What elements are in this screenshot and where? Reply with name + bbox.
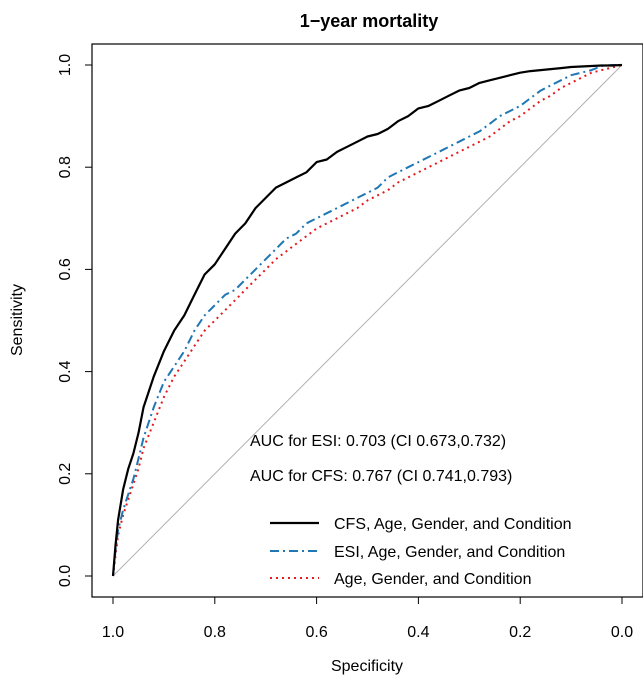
x-tick-label: 0.4 [407,624,429,641]
series-line-cfs [111,63,623,577]
chart-title: 1−year mortality [300,11,439,31]
y-tick-label: 0.4 [57,360,74,382]
y-tick-label: 0.0 [57,565,74,587]
x-axis: 1.0 0.8 0.6 0.4 0.2 0.0 [102,596,633,641]
y-axis-label: Sensitivity [9,284,26,356]
series-line-esi [112,64,622,577]
y-tick-label: 0.2 [57,463,74,485]
y-tick-label: 1.0 [57,54,74,76]
legend-label-cfs: CFS, Age, Gender, and Condition [334,516,571,533]
series-layer [111,63,623,577]
x-axis-label: Specificity [331,658,403,675]
legend: CFS, Age, Gender, and Condition ESI, Age… [270,516,571,588]
reference-diagonal [112,64,623,577]
legend-label-esi: ESI, Age, Gender, and Condition [334,544,565,561]
x-tick-label: 0.8 [204,624,226,641]
auc-cfs-annotation: AUC for CFS: 0.767 (CI 0.741,0.793) [250,468,512,485]
x-tick-label: 0.0 [611,624,633,641]
x-tick-label: 0.2 [509,624,531,641]
legend-label-baseline: Age, Gender, and Condition [334,571,531,588]
y-axis: 0.0 0.2 0.4 0.6 0.8 1.0 [57,54,93,587]
auc-esi-annotation: AUC for ESI: 0.703 (CI 0.673,0.732) [250,433,506,450]
series-line-baseline [112,64,623,577]
x-tick-label: 1.0 [102,624,124,641]
y-tick-label: 0.8 [57,156,74,178]
y-tick-label: 0.6 [57,258,74,280]
x-tick-label: 0.6 [305,624,327,641]
